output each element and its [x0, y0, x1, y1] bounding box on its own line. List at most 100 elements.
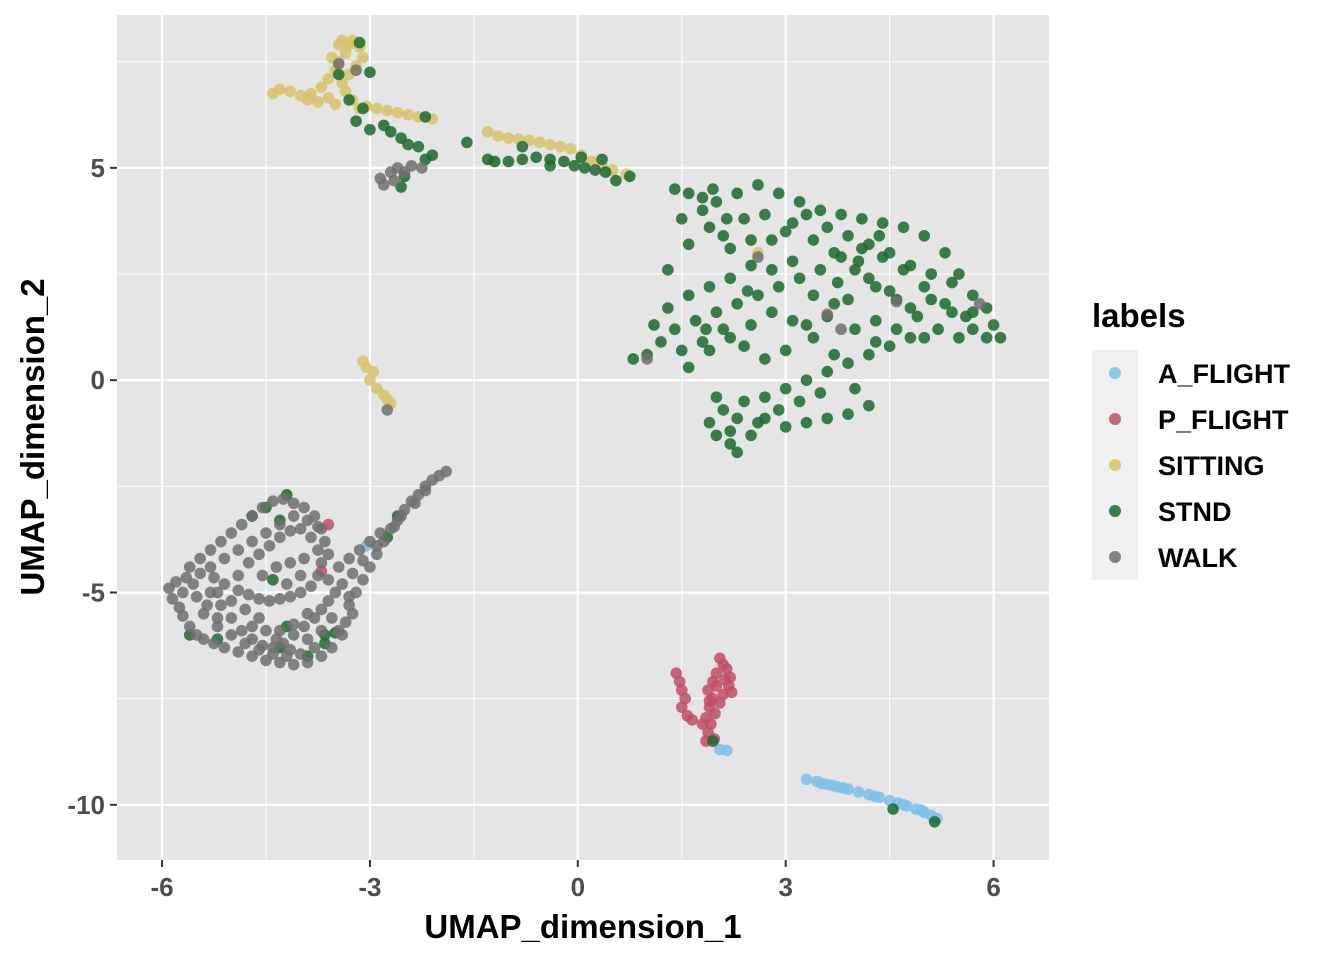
data-point	[868, 790, 881, 803]
data-point	[890, 295, 903, 308]
data-point	[897, 221, 910, 234]
y-tick-label: 5	[91, 153, 105, 183]
data-point	[315, 556, 328, 569]
data-point	[308, 641, 321, 654]
data-point	[800, 773, 813, 786]
data-point	[270, 561, 283, 573]
data-point	[274, 531, 286, 544]
data-point	[263, 595, 276, 607]
data-point	[558, 155, 570, 168]
data-point	[343, 552, 355, 565]
legend-marker	[1109, 413, 1121, 425]
data-point	[301, 94, 314, 106]
data-point	[772, 280, 785, 293]
data-point	[911, 310, 924, 323]
legend-label: SITTING	[1158, 451, 1265, 481]
legend-label: A_FLIGHT	[1158, 359, 1291, 389]
data-point	[232, 584, 245, 597]
data-point	[374, 172, 387, 185]
data-point	[779, 225, 792, 238]
data-point	[842, 408, 854, 420]
data-point	[326, 612, 338, 624]
data-point	[904, 331, 917, 344]
data-point	[828, 297, 840, 310]
data-point	[994, 331, 1007, 344]
data-point	[703, 344, 716, 357]
data-point	[779, 344, 792, 357]
data-point	[745, 319, 757, 331]
data-point	[610, 174, 622, 187]
data-point	[565, 142, 577, 155]
data-point	[364, 123, 376, 136]
data-point	[260, 527, 272, 539]
data-point	[828, 246, 840, 259]
data-point	[239, 603, 251, 616]
data-point	[696, 191, 709, 204]
data-point	[682, 289, 695, 302]
data-point	[481, 125, 494, 138]
data-points	[163, 34, 1007, 828]
data-point	[669, 183, 681, 195]
data-point	[502, 132, 515, 144]
data-point	[208, 571, 220, 584]
plot-panel	[117, 15, 1049, 860]
data-point	[215, 599, 227, 612]
data-point	[939, 297, 951, 310]
data-point	[402, 108, 414, 121]
data-point	[267, 573, 279, 586]
data-point	[745, 234, 757, 246]
legend-item: A_FLIGHT	[1109, 359, 1291, 389]
data-point	[294, 586, 307, 599]
data-point	[932, 323, 944, 336]
data-point	[554, 140, 567, 153]
data-point	[267, 495, 279, 507]
data-point	[738, 395, 750, 408]
data-point	[800, 208, 813, 221]
data-point	[641, 353, 653, 365]
data-point	[918, 331, 931, 344]
data-point	[170, 576, 182, 588]
data-point	[305, 580, 317, 592]
data-point	[246, 535, 258, 548]
data-point	[745, 429, 757, 442]
data-point	[284, 644, 297, 656]
data-point	[287, 629, 300, 641]
data-point	[897, 798, 910, 811]
data-point	[966, 323, 979, 336]
data-point	[814, 387, 827, 399]
legend-marker	[1109, 367, 1121, 379]
data-point	[807, 289, 820, 302]
data-point	[709, 707, 721, 720]
data-point	[759, 391, 771, 403]
data-point	[516, 140, 529, 153]
data-point	[211, 620, 224, 633]
data-point	[267, 648, 279, 660]
data-point	[575, 151, 588, 164]
data-point	[915, 804, 927, 816]
data-point	[837, 782, 849, 794]
data-point	[710, 680, 723, 692]
data-point	[842, 293, 854, 306]
data-point	[703, 280, 716, 293]
data-point	[312, 520, 324, 533]
data-point	[662, 263, 674, 276]
data-point	[682, 238, 695, 251]
legend-item: P_FLIGHT	[1109, 405, 1289, 435]
data-point	[731, 446, 743, 459]
data-point	[793, 395, 806, 408]
data-point	[301, 514, 314, 527]
data-point	[696, 336, 709, 348]
x-tick-label: -6	[150, 872, 173, 902]
data-point	[828, 348, 840, 361]
data-point	[973, 297, 986, 310]
data-point	[260, 624, 272, 637]
data-point	[821, 412, 834, 425]
x-tick-label: 0	[571, 872, 585, 902]
data-point	[488, 155, 501, 168]
data-point	[419, 484, 432, 497]
data-point	[623, 170, 636, 183]
series-stnd	[183, 36, 1007, 828]
data-point	[696, 204, 709, 217]
data-point	[416, 162, 428, 174]
data-point	[863, 399, 875, 412]
